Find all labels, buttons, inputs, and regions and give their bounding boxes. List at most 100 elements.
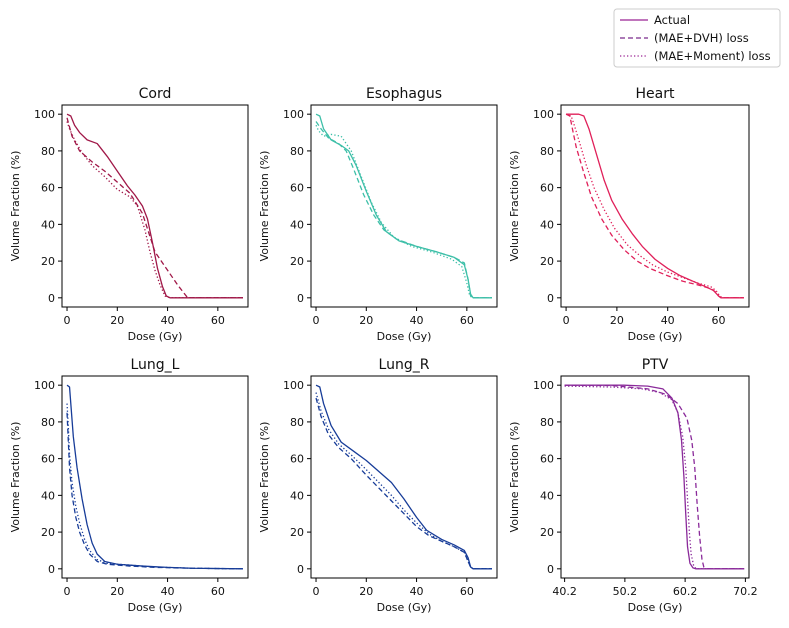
x-tick-label: 40 <box>410 585 424 598</box>
y-tick-label: 0 <box>297 292 304 305</box>
y-tick-label: 60 <box>41 182 55 195</box>
axes-frame <box>61 104 249 308</box>
series-line-dashed <box>315 121 492 299</box>
axes-frame <box>310 375 498 579</box>
panel-esophagus: Esophagus 0 20 40 60 0 20 40 60 80 100 Dose (Gy) Vol… <box>258 86 498 343</box>
x-tick-label: 20 <box>359 314 373 327</box>
x-tick-label: 40.2 <box>552 585 577 598</box>
panel-title: Lung_L <box>131 357 180 373</box>
x-tick-label: 40 <box>661 314 675 327</box>
y-tick-label: 0 <box>547 292 554 305</box>
x-tick-label: 40 <box>161 314 175 327</box>
legend: Actual (MAE+DVH) loss (MAE+Moment) loss <box>613 8 781 68</box>
panel-series-group <box>66 384 243 570</box>
panel-title: Lung_R <box>379 357 430 373</box>
panel-title: Heart <box>636 86 675 102</box>
y-tick-label: 40 <box>41 218 55 231</box>
panel-lung-r: Lung_R 0 20 40 60 0 20 40 60 80 100 Dose (Gy) Volume… <box>258 357 498 614</box>
y-tick-label: 20 <box>41 526 55 539</box>
y-tick-label: 0 <box>297 563 304 576</box>
x-tick-label: 60 <box>460 314 474 327</box>
y-tick-label: 0 <box>48 563 55 576</box>
y-tick-label: 100 <box>34 108 55 121</box>
panel-lung-l: Lung_L 0 20 40 60 0 20 40 60 80 100 Dose (Gy) Volume… <box>9 357 249 614</box>
y-tick-label: 80 <box>41 145 55 158</box>
x-axis-label: Dose (Gy) <box>128 330 183 343</box>
series-line-solid <box>66 113 243 299</box>
panel-cord: Cord 0 20 40 60 0 20 40 60 80 100 Dose (Gy) Volume F… <box>9 86 249 343</box>
x-tick-label: 70.2 <box>733 585 758 598</box>
x-tick-label: 20 <box>110 585 124 598</box>
series-line-dashed <box>66 117 243 299</box>
y-axis-label: Volume Fraction (%) <box>508 422 521 533</box>
y-tick-label: 80 <box>41 416 55 429</box>
y-tick-label: 40 <box>540 218 554 231</box>
legend-label-mae-dvh: (MAE+DVH) loss <box>654 31 749 45</box>
legend-frame <box>613 8 781 68</box>
x-axis-label: Dose (Gy) <box>377 330 432 343</box>
y-tick-label: 20 <box>290 255 304 268</box>
series-line-dashed <box>66 412 243 570</box>
panel-ptv: PTV 40.2 50.2 60.2 70.2 0 20 40 60 80 100 Dose (Gy)… <box>508 357 758 614</box>
panel-series-group <box>564 384 745 570</box>
y-axis-label: Volume Fraction (%) <box>258 151 271 262</box>
y-tick-label: 0 <box>48 292 55 305</box>
x-tick-label: 20 <box>610 314 624 327</box>
y-axis-label: Volume Fraction (%) <box>9 151 22 262</box>
series-line-dashed <box>315 397 492 570</box>
x-tick-label: 20 <box>359 585 373 598</box>
x-axis-label: Dose (Gy) <box>628 601 683 614</box>
y-tick-label: 40 <box>41 489 55 502</box>
y-tick-label: 20 <box>540 255 554 268</box>
y-tick-label: 60 <box>290 182 304 195</box>
legend-label-actual: Actual <box>654 13 690 27</box>
x-tick-label: 0 <box>64 585 71 598</box>
y-tick-label: 80 <box>290 145 304 158</box>
y-tick-label: 20 <box>290 526 304 539</box>
x-tick-label: 40 <box>161 585 175 598</box>
y-tick-label: 60 <box>540 453 554 466</box>
x-tick-label: 20 <box>110 314 124 327</box>
panel-title: Esophagus <box>366 86 442 102</box>
series-line-solid <box>564 384 745 570</box>
x-tick-label: 0 <box>313 314 320 327</box>
panel-heart: Heart 0 20 40 60 0 20 40 60 80 100 Dose (Gy) Volume … <box>508 86 750 343</box>
series-line-dotted <box>66 403 243 570</box>
x-tick-label: 60 <box>460 585 474 598</box>
x-axis-label: Dose (Gy) <box>628 330 683 343</box>
x-tick-label: 0 <box>313 585 320 598</box>
y-tick-label: 40 <box>290 218 304 231</box>
panel-series-group <box>565 113 744 299</box>
series-line-solid <box>315 384 492 570</box>
y-axis-label: Volume Fraction (%) <box>258 422 271 533</box>
y-tick-label: 20 <box>540 526 554 539</box>
y-tick-label: 100 <box>34 379 55 392</box>
panel-title: Cord <box>139 86 172 102</box>
panel-series-group <box>315 113 492 299</box>
x-tick-label: 60 <box>211 314 225 327</box>
x-tick-label: 40 <box>410 314 424 327</box>
y-tick-label: 0 <box>547 563 554 576</box>
y-axis-label: Volume Fraction (%) <box>9 422 22 533</box>
x-tick-label: 0 <box>64 314 71 327</box>
legend-label-mae-moment: (MAE+Moment) loss <box>654 49 771 63</box>
y-tick-label: 100 <box>283 108 304 121</box>
y-tick-label: 40 <box>540 489 554 502</box>
series-line-dashed <box>565 113 744 299</box>
y-tick-label: 60 <box>41 453 55 466</box>
y-tick-label: 100 <box>283 379 304 392</box>
series-line-dotted <box>66 121 243 299</box>
series-line-dotted <box>564 385 745 570</box>
y-tick-label: 100 <box>533 379 554 392</box>
series-line-dotted <box>315 392 492 570</box>
x-tick-label: 60 <box>712 314 726 327</box>
y-tick-label: 60 <box>540 182 554 195</box>
axes-frame <box>310 104 498 308</box>
panel-series-group <box>315 384 492 570</box>
axes-frame <box>560 104 750 308</box>
panel-series-group <box>66 113 243 299</box>
y-tick-label: 40 <box>290 489 304 502</box>
y-axis-label: Volume Fraction (%) <box>508 151 521 262</box>
y-tick-label: 80 <box>540 145 554 158</box>
